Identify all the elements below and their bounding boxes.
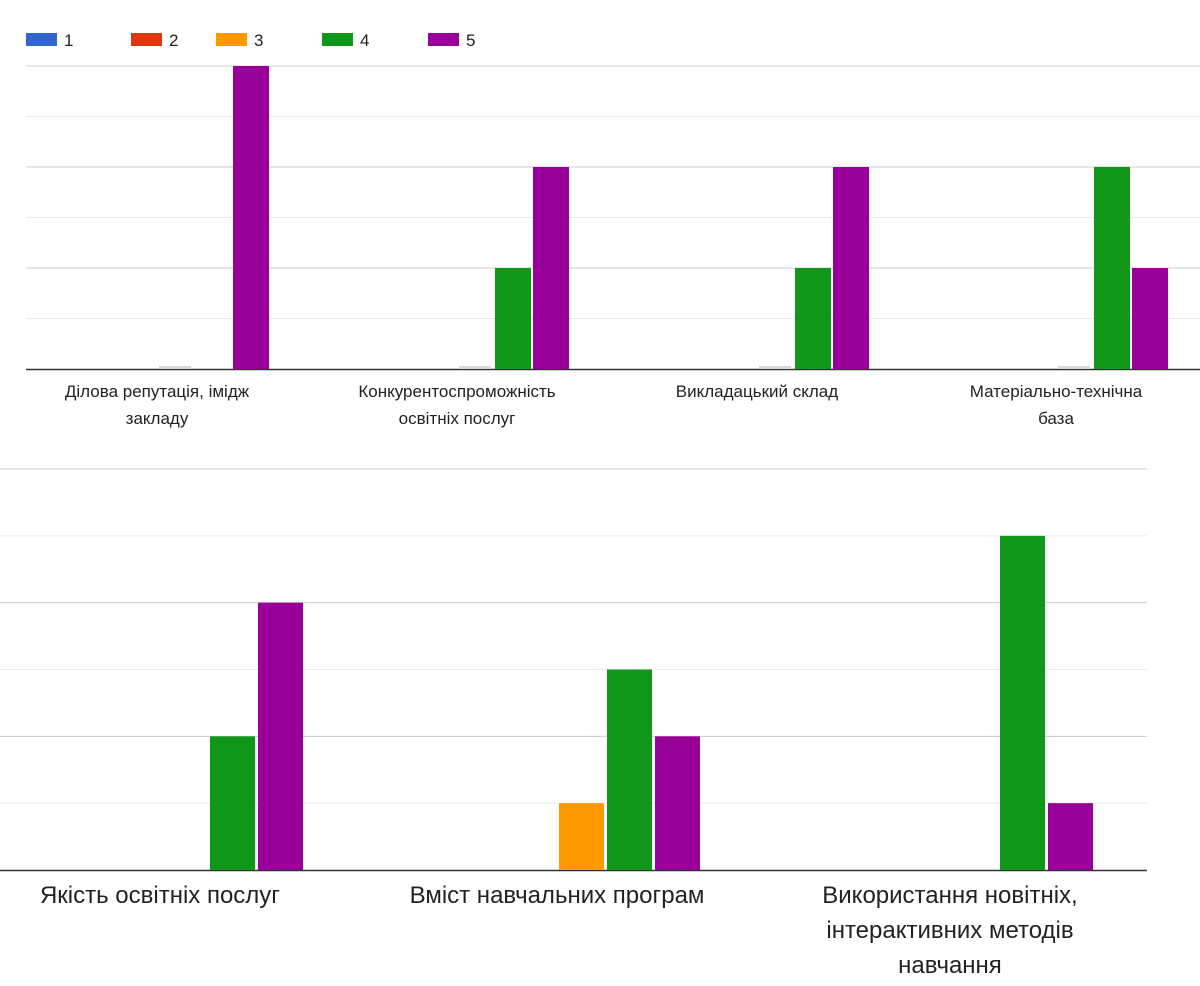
category-label-1-line-2: закладу bbox=[126, 409, 189, 428]
category-label-4-line-2: база bbox=[1038, 409, 1074, 428]
chart-1-category-labels: Ділова репутація, імідж закладу Конкуренто… bbox=[65, 382, 1143, 428]
legend-swatch-5 bbox=[428, 33, 459, 46]
category-label-2-line-1: Вміст навчальних програм bbox=[410, 882, 705, 909]
bar-2-series-4 bbox=[495, 268, 531, 369]
bar-1-series-4 bbox=[210, 736, 255, 870]
bar-4-series-5 bbox=[1132, 268, 1168, 369]
category-label-1-line-1: Ділова репутація, імідж bbox=[65, 382, 250, 401]
chart-1-grid bbox=[26, 65, 1200, 371]
category-label-2-line-1: Конкурентоспроможність bbox=[358, 382, 555, 401]
chart-2-grid bbox=[0, 468, 1147, 872]
chart-2-category-labels: Якість освітніх послуг Вміст навчальних п… bbox=[40, 882, 1078, 979]
bar-2-series-3-zero bbox=[459, 366, 491, 369]
chart-1: Ділова репутація, імідж закладу Конкуренто… bbox=[26, 65, 1200, 428]
legend-label-2: 2 bbox=[169, 31, 178, 50]
legend-swatch-4 bbox=[322, 33, 353, 46]
legend-label-1: 1 bbox=[64, 31, 73, 50]
legend-label-5: 5 bbox=[466, 31, 475, 50]
chart-2: Якість освітніх послуг Вміст навчальних п… bbox=[0, 468, 1147, 979]
category-label-1-line-1: Якість освітніх послуг bbox=[40, 882, 280, 909]
bar-4-series-3-zero bbox=[1058, 366, 1090, 369]
bar-3-series-4 bbox=[1000, 535, 1045, 870]
category-label-3-line-1: Використання новітніх, bbox=[822, 882, 1077, 909]
bar-3-series-5 bbox=[833, 167, 869, 369]
chart-2-bars bbox=[210, 535, 1093, 870]
category-label-3-line-3: навчання bbox=[898, 952, 1002, 979]
bar-3-series-3-zero bbox=[759, 366, 791, 369]
bar-2-series-3 bbox=[559, 803, 604, 870]
legend-label-3: 3 bbox=[254, 31, 263, 50]
bar-3-series-4 bbox=[795, 268, 831, 369]
legend-swatch-1 bbox=[26, 33, 57, 46]
bar-4-series-4 bbox=[1094, 167, 1130, 369]
bar-1-series-5 bbox=[233, 66, 269, 369]
legend-swatch-2 bbox=[131, 33, 162, 46]
chart-1-bars bbox=[159, 66, 1168, 369]
category-label-3-line-2: інтерактивних методів bbox=[826, 917, 1073, 944]
bar-3-series-5 bbox=[1048, 803, 1093, 870]
bar-2-series-5 bbox=[533, 167, 569, 369]
bar-2-series-5 bbox=[655, 736, 700, 870]
bar-1-series-5 bbox=[258, 602, 303, 870]
category-label-3-line-1: Викладацький склад bbox=[676, 382, 838, 401]
bar-1-series-3-zero bbox=[159, 366, 191, 369]
legend-label-4: 4 bbox=[360, 31, 369, 50]
category-label-2-line-2: освітніх послуг bbox=[399, 409, 516, 428]
category-label-4-line-1: Матеріально-технічна bbox=[970, 382, 1143, 401]
legend: 1 2 3 4 5 bbox=[26, 31, 475, 50]
legend-swatch-3 bbox=[216, 33, 247, 46]
bar-2-series-4 bbox=[607, 669, 652, 870]
